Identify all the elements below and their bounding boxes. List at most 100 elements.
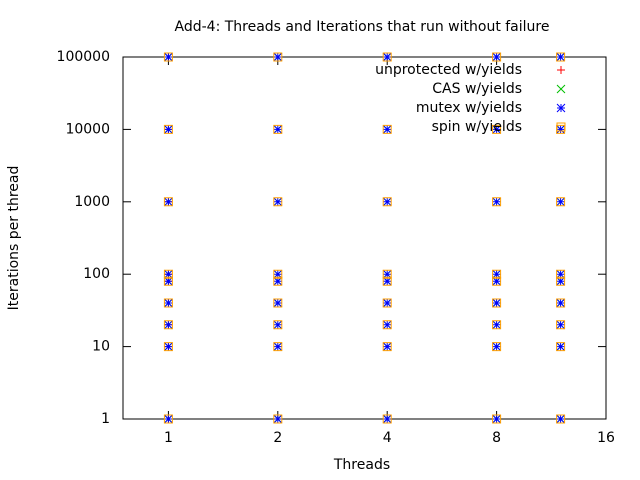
point xyxy=(382,414,392,424)
point xyxy=(492,125,501,134)
point xyxy=(492,269,501,279)
point xyxy=(273,276,283,286)
point xyxy=(556,342,565,351)
point xyxy=(556,414,566,424)
point xyxy=(163,320,173,330)
point xyxy=(382,197,392,207)
y-tick-label: 100 xyxy=(83,266,110,282)
y-axis-label: Iterations per thread xyxy=(6,166,22,311)
point xyxy=(382,414,392,424)
point xyxy=(492,298,502,308)
chart-title: Add-4: Threads and Iterations that run w… xyxy=(175,19,550,35)
point xyxy=(382,269,392,279)
point xyxy=(492,342,502,352)
point xyxy=(556,52,566,62)
point xyxy=(492,197,501,207)
point xyxy=(164,298,173,308)
point xyxy=(382,342,392,351)
point xyxy=(382,298,392,308)
point xyxy=(492,197,502,207)
point xyxy=(556,52,565,62)
point xyxy=(556,269,566,279)
point xyxy=(382,124,392,134)
legend-label: mutex w/yields xyxy=(416,100,522,116)
point xyxy=(492,276,502,286)
point xyxy=(273,52,283,62)
point xyxy=(382,52,392,62)
point xyxy=(556,197,566,207)
legend-symbol xyxy=(556,122,566,132)
point xyxy=(273,52,283,62)
x-tick-label: 1 xyxy=(164,430,173,446)
legend-label: unprotected w/yields xyxy=(375,62,522,78)
point xyxy=(492,269,502,279)
point xyxy=(556,414,565,424)
point xyxy=(273,269,283,279)
point xyxy=(492,276,501,286)
y-tick-label: 1 xyxy=(101,411,110,427)
legend-label: spin w/yields xyxy=(432,119,522,135)
x-tick-label: 16 xyxy=(597,430,615,446)
point xyxy=(382,342,392,352)
point xyxy=(273,197,283,207)
point xyxy=(273,125,283,134)
point xyxy=(382,52,392,62)
point xyxy=(556,320,565,330)
point xyxy=(164,276,173,286)
point xyxy=(273,342,283,352)
point xyxy=(273,269,283,279)
point xyxy=(164,269,173,279)
point xyxy=(163,298,173,308)
y-tick-label: 10000 xyxy=(65,121,110,137)
y-tick-label: 1000 xyxy=(74,194,110,210)
point xyxy=(492,298,501,308)
point xyxy=(273,197,283,207)
point xyxy=(273,320,283,330)
x-tick-label: 8 xyxy=(492,430,501,446)
point xyxy=(556,276,565,286)
plot-border xyxy=(122,56,607,420)
point xyxy=(273,124,283,134)
point xyxy=(382,269,392,279)
legend-symbol xyxy=(556,103,566,113)
x-axis-label: Threads xyxy=(333,457,390,473)
point xyxy=(164,125,173,134)
point xyxy=(556,320,566,330)
point xyxy=(163,197,173,207)
y-tick-label: 10 xyxy=(92,339,110,355)
point xyxy=(163,52,173,62)
point xyxy=(556,298,565,308)
point xyxy=(492,414,501,424)
point xyxy=(492,342,501,351)
point xyxy=(556,276,566,286)
point xyxy=(163,269,173,279)
y-tick-label: 100000 xyxy=(57,49,110,65)
point xyxy=(382,276,392,286)
legend-label: CAS w/yields xyxy=(432,81,522,97)
point xyxy=(382,320,392,330)
point xyxy=(382,298,392,308)
point xyxy=(382,276,392,286)
point xyxy=(556,342,566,352)
x-tick-label: 4 xyxy=(383,430,392,446)
point xyxy=(492,414,502,424)
point xyxy=(382,125,392,134)
point xyxy=(273,320,283,330)
point xyxy=(492,52,502,62)
legend-symbol xyxy=(557,66,565,74)
point xyxy=(273,414,283,424)
point xyxy=(556,125,565,134)
point xyxy=(273,276,283,286)
point xyxy=(382,197,392,207)
legend-symbol xyxy=(556,84,566,94)
point xyxy=(556,197,565,207)
point xyxy=(492,124,502,134)
point xyxy=(556,269,565,279)
point xyxy=(273,414,283,424)
point xyxy=(273,342,283,351)
point xyxy=(164,197,173,207)
point xyxy=(273,298,283,308)
point xyxy=(163,342,173,352)
point xyxy=(164,414,173,424)
